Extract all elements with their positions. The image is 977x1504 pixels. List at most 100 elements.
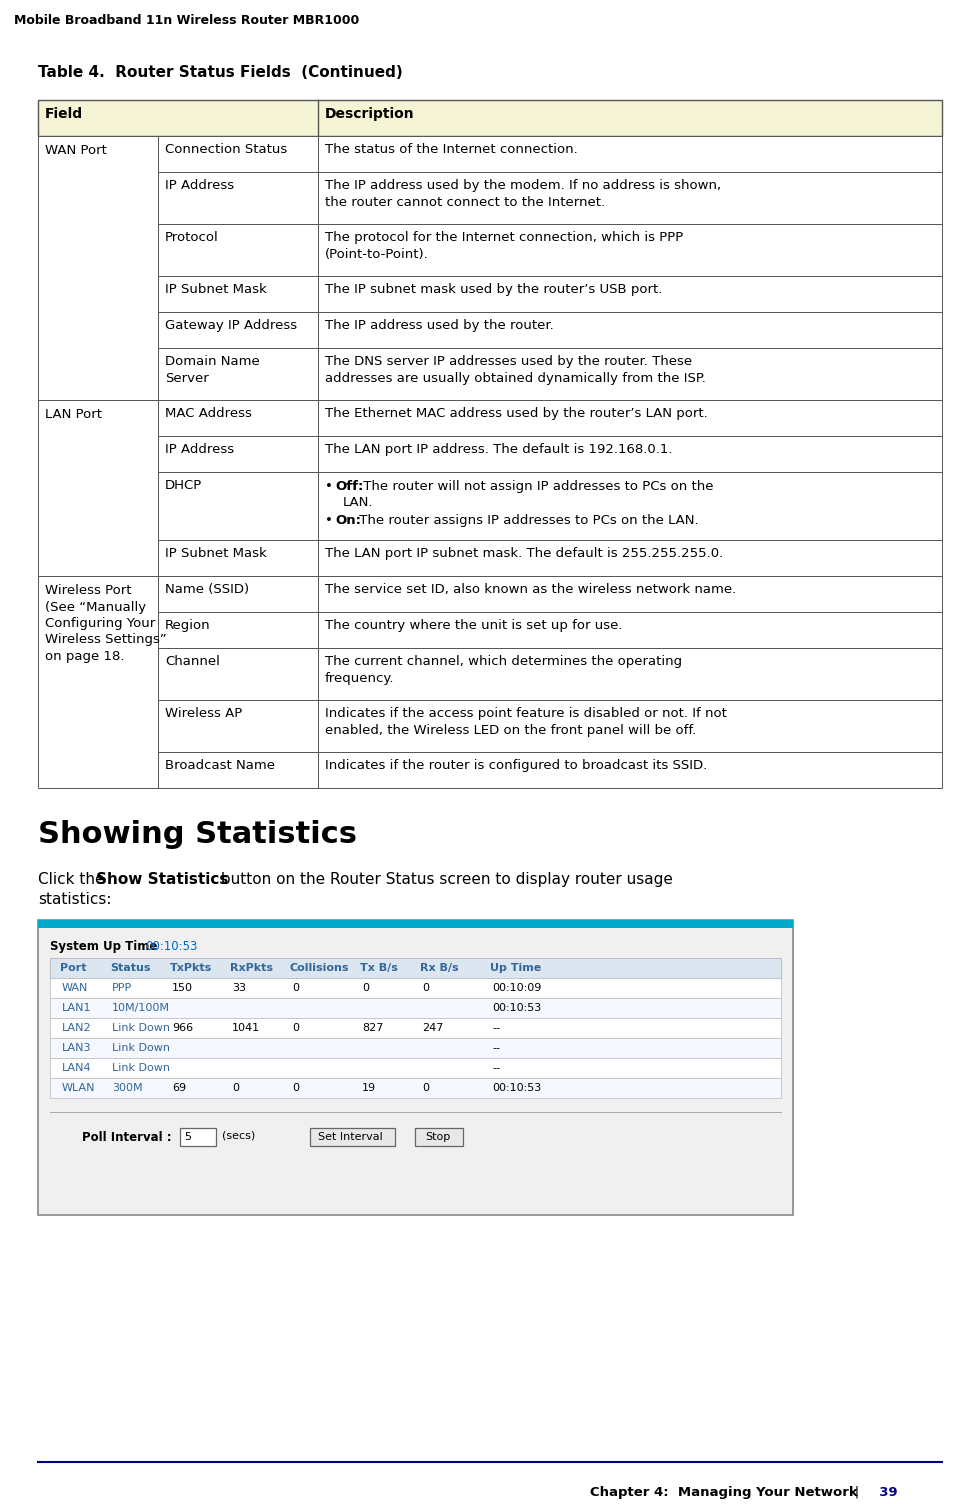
Text: Stop: Stop xyxy=(425,1133,449,1142)
Bar xyxy=(50,999,781,1018)
Text: DHCP: DHCP xyxy=(165,478,202,492)
Text: Status: Status xyxy=(109,963,150,973)
Text: Set Interval: Set Interval xyxy=(318,1133,382,1142)
Text: The IP subnet mask used by the router’s USB port.: The IP subnet mask used by the router’s … xyxy=(324,283,661,296)
Bar xyxy=(50,978,781,999)
Text: Up Time: Up Time xyxy=(489,963,540,973)
Bar xyxy=(414,1128,462,1146)
Bar xyxy=(158,752,318,788)
Bar xyxy=(318,648,941,699)
Text: --: -- xyxy=(491,1063,499,1072)
Bar xyxy=(158,171,318,224)
Text: Name (SSID): Name (SSID) xyxy=(165,584,249,596)
Text: 69: 69 xyxy=(172,1083,186,1093)
Text: 10M/100M: 10M/100M xyxy=(112,1003,170,1014)
Bar xyxy=(318,540,941,576)
Bar xyxy=(158,347,318,400)
Text: Link Down: Link Down xyxy=(112,1042,170,1053)
Text: Table 4.  Router Status Fields  (Continued): Table 4. Router Status Fields (Continued… xyxy=(38,65,403,80)
Bar xyxy=(318,277,941,311)
Text: 0: 0 xyxy=(292,1083,299,1093)
Bar xyxy=(310,1128,395,1146)
Bar xyxy=(318,436,941,472)
Text: LAN3: LAN3 xyxy=(62,1042,92,1053)
Text: 300M: 300M xyxy=(112,1083,143,1093)
Text: IP Address: IP Address xyxy=(165,444,234,456)
Text: 1041: 1041 xyxy=(232,1023,260,1033)
Bar xyxy=(318,171,941,224)
Text: RxPkts: RxPkts xyxy=(230,963,273,973)
Text: Collisions: Collisions xyxy=(290,963,349,973)
Text: 0: 0 xyxy=(292,984,299,993)
Bar xyxy=(318,472,941,540)
Text: --: -- xyxy=(491,1042,499,1053)
Bar xyxy=(318,576,941,612)
Text: 0: 0 xyxy=(232,1083,238,1093)
Text: •: • xyxy=(324,480,337,493)
Text: Domain Name
Server: Domain Name Server xyxy=(165,355,260,385)
Text: The LAN port IP subnet mask. The default is 255.255.255.0.: The LAN port IP subnet mask. The default… xyxy=(324,547,723,559)
Bar xyxy=(158,436,318,472)
Text: 00:10:09: 00:10:09 xyxy=(491,984,541,993)
Text: Showing Statistics: Showing Statistics xyxy=(38,820,357,848)
Text: •: • xyxy=(324,514,337,526)
Bar xyxy=(50,958,781,978)
Text: The protocol for the Internet connection, which is PPP
(Point-to-Point).: The protocol for the Internet connection… xyxy=(324,232,683,262)
Text: Indicates if the access point feature is disabled or not. If not
enabled, the Wi: Indicates if the access point feature is… xyxy=(324,707,726,737)
Bar xyxy=(158,277,318,311)
Text: LAN4: LAN4 xyxy=(62,1063,92,1072)
Bar xyxy=(50,1038,781,1057)
Text: Connection Status: Connection Status xyxy=(165,143,287,156)
Text: Link Down: Link Down xyxy=(112,1023,170,1033)
Bar xyxy=(318,612,941,648)
Text: The country where the unit is set up for use.: The country where the unit is set up for… xyxy=(324,620,622,632)
Bar xyxy=(158,224,318,277)
Bar xyxy=(38,135,158,400)
Bar xyxy=(158,135,318,171)
Text: The router assigns IP addresses to PCs on the LAN.: The router assigns IP addresses to PCs o… xyxy=(355,514,698,526)
Text: IP Address: IP Address xyxy=(165,179,234,193)
Text: LAN.: LAN. xyxy=(343,496,373,508)
Bar xyxy=(158,400,318,436)
Bar xyxy=(158,576,318,612)
Bar xyxy=(158,540,318,576)
Bar xyxy=(318,400,941,436)
Text: Off:: Off: xyxy=(335,480,363,493)
Text: Protocol: Protocol xyxy=(165,232,219,244)
Text: Chapter 4:  Managing Your Network: Chapter 4: Managing Your Network xyxy=(589,1486,857,1499)
Text: |: | xyxy=(841,1486,858,1499)
Bar xyxy=(38,920,792,1215)
Text: Description: Description xyxy=(324,107,414,120)
Text: 0: 0 xyxy=(361,984,368,993)
Text: Rx B/s: Rx B/s xyxy=(419,963,458,973)
Text: Field: Field xyxy=(45,107,83,120)
Text: IP Subnet Mask: IP Subnet Mask xyxy=(165,283,267,296)
Bar xyxy=(318,752,941,788)
Bar xyxy=(318,135,941,171)
Bar xyxy=(158,612,318,648)
Text: WAN: WAN xyxy=(62,984,88,993)
Text: Port: Port xyxy=(60,963,86,973)
Text: (secs): (secs) xyxy=(222,1131,255,1142)
Text: 0: 0 xyxy=(421,1083,429,1093)
Text: IP Subnet Mask: IP Subnet Mask xyxy=(165,547,267,559)
Text: 966: 966 xyxy=(172,1023,192,1033)
Text: 00:10:53: 00:10:53 xyxy=(491,1003,540,1014)
Text: LAN Port: LAN Port xyxy=(45,408,102,421)
Text: On:: On: xyxy=(335,514,361,526)
Text: 19: 19 xyxy=(361,1083,376,1093)
Bar xyxy=(38,920,792,928)
Text: The router will not assign IP addresses to PCs on the: The router will not assign IP addresses … xyxy=(359,480,713,493)
Bar xyxy=(50,1078,781,1098)
Text: Broadcast Name: Broadcast Name xyxy=(165,760,275,772)
Text: 0: 0 xyxy=(292,1023,299,1033)
Bar xyxy=(158,472,318,540)
Bar xyxy=(38,400,158,576)
Text: System Up Time: System Up Time xyxy=(50,940,161,954)
Text: Wireless AP: Wireless AP xyxy=(165,707,242,720)
Text: Link Down: Link Down xyxy=(112,1063,170,1072)
Bar xyxy=(38,576,158,788)
Bar xyxy=(318,311,941,347)
Text: 827: 827 xyxy=(361,1023,383,1033)
Text: Indicates if the router is configured to broadcast its SSID.: Indicates if the router is configured to… xyxy=(324,760,706,772)
